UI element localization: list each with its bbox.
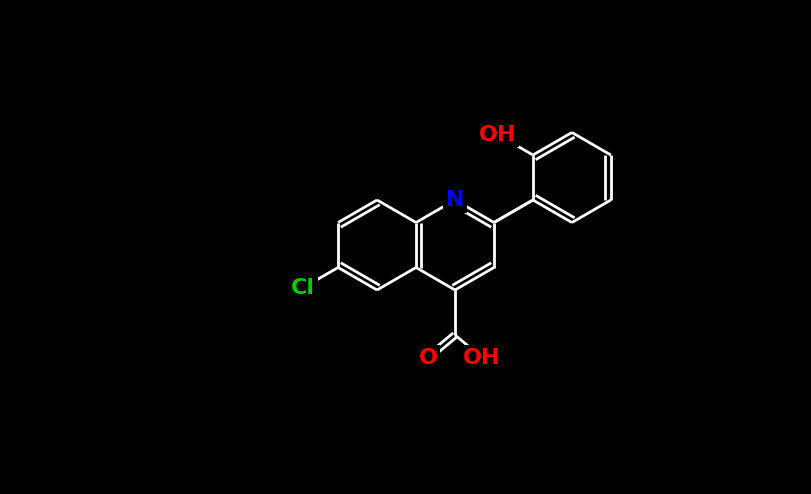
Text: Cl: Cl xyxy=(290,278,315,298)
Text: O: O xyxy=(418,347,437,368)
Text: OH: OH xyxy=(463,347,500,368)
Text: OH: OH xyxy=(478,125,516,145)
Text: N: N xyxy=(445,190,464,210)
